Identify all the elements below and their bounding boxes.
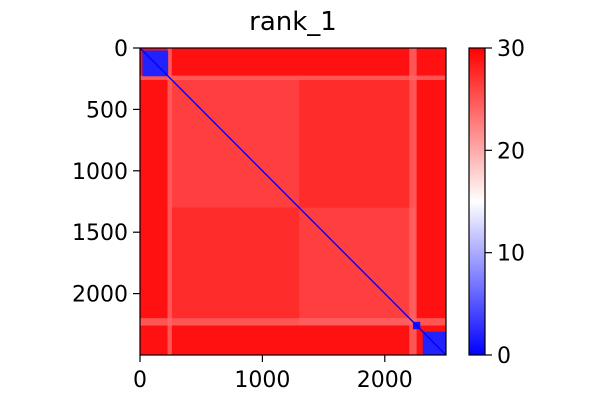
colorbar-tick-label: 30 [497,37,525,62]
y-tick-label: 1500 [72,221,128,246]
heatmap-texture-region [170,207,300,319]
x-tick-label: 0 [133,368,147,393]
y-tick-label: 500 [86,98,128,123]
colorbar-tick-label: 10 [497,242,525,267]
plot-frame [139,47,447,356]
y-tick-label: 1000 [72,160,128,185]
colorbar-tick-label: 0 [497,344,511,369]
y-axis: 0 500 1000 1500 2000 [72,37,140,308]
x-tick-label: 2000 [357,368,413,393]
heatmap-diagonal [140,48,446,355]
x-axis: 0 1000 2000 [133,355,413,393]
heatmap-band [140,75,446,80]
y-tick-label: 0 [114,37,128,62]
heatmap-texture-region [299,78,410,208]
colorbar [468,47,486,356]
heatmap-band [140,318,446,326]
colorbar-axis: 0 10 20 30 [485,37,525,369]
heatmap-band [409,48,417,355]
y-tick-label: 2000 [72,283,128,308]
heatmap-band [167,48,172,355]
colorbar-tick-label: 20 [497,139,525,164]
chart-title: rank_1 [249,7,337,37]
x-tick-label: 1000 [234,368,290,393]
heatmap-plot-area [140,48,446,355]
